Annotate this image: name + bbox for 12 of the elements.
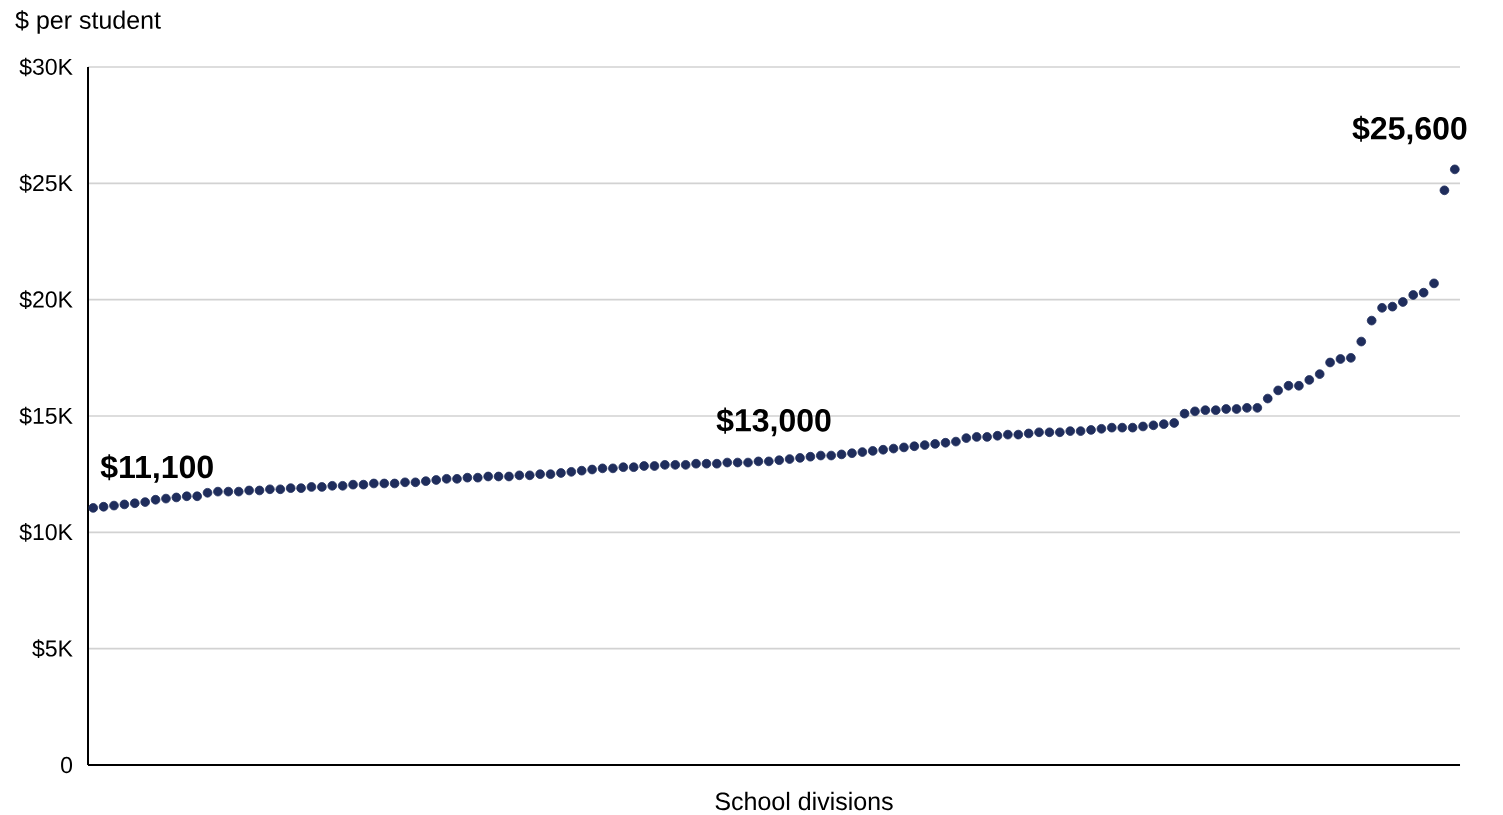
annotation: $25,600 bbox=[1352, 115, 1467, 145]
annotation: $11,100 bbox=[100, 454, 213, 483]
y-tick-label: $5K bbox=[32, 639, 73, 658]
y-axis-title: $ per student bbox=[15, 10, 161, 34]
y-tick-label: $10K bbox=[19, 523, 73, 542]
y-tick-label: $25K bbox=[19, 174, 73, 193]
x-axis-title: School divisions bbox=[715, 791, 893, 811]
y-tick-label: 0 bbox=[61, 756, 73, 774]
y-tick-label: $30K bbox=[19, 57, 73, 77]
y-tick-label: $20K bbox=[19, 290, 73, 309]
y-tick-label: $15K bbox=[19, 406, 73, 426]
annotation: $13,000 bbox=[716, 407, 831, 437]
